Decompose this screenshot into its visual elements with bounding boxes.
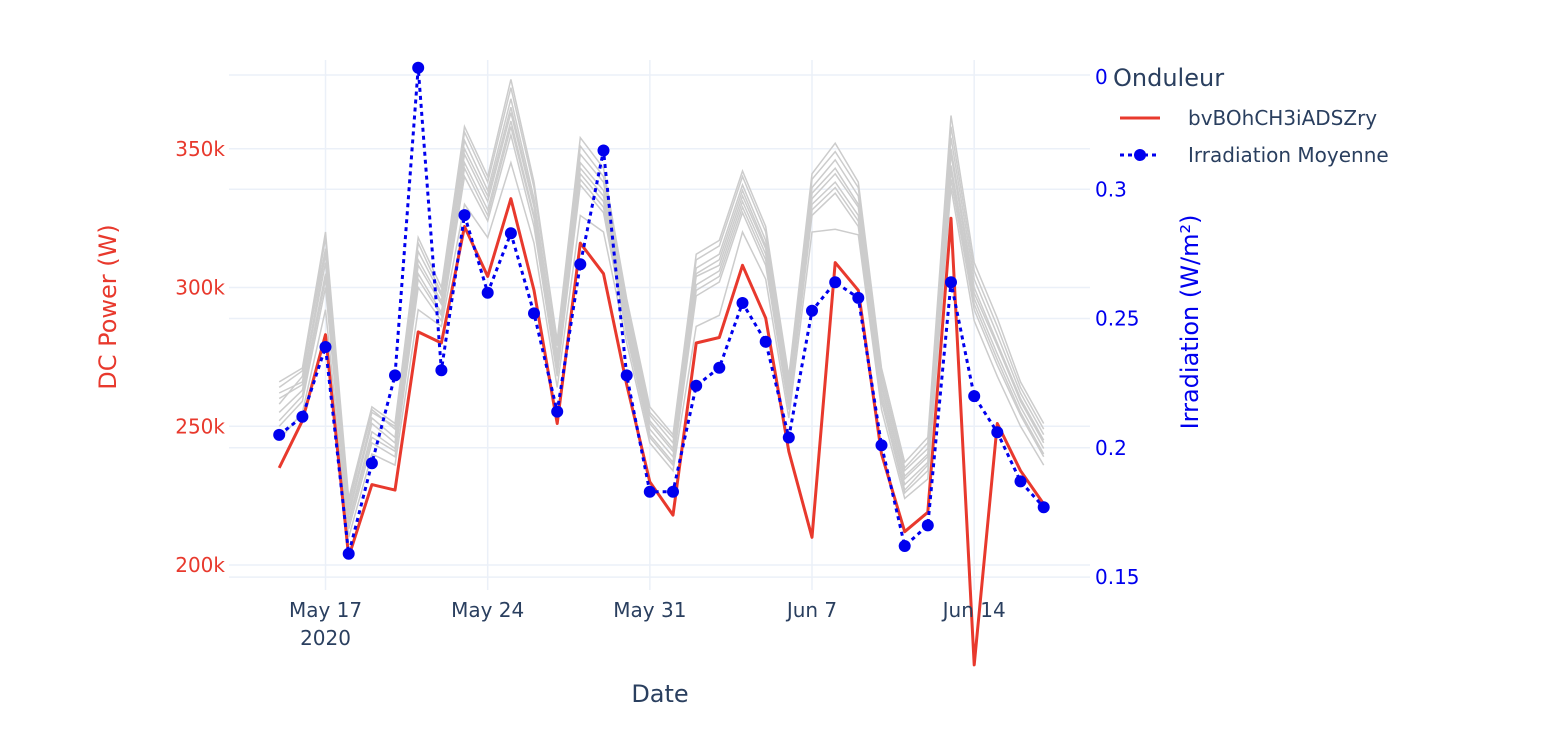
irradiation-point <box>273 428 286 441</box>
x-tick-label: May 31 <box>613 598 686 622</box>
irradiation-point <box>898 540 911 552</box>
irradiation-point <box>412 61 425 74</box>
irradiation-point <box>782 431 795 444</box>
x-tick-label: May 24 <box>451 598 524 622</box>
irradiation-point <box>389 369 401 382</box>
x-axis-title: Date <box>631 680 688 708</box>
irradiation-point <box>875 439 888 452</box>
irradiation-point <box>551 405 564 418</box>
other-inverter-line <box>278 160 1045 538</box>
irradiation-point <box>458 209 471 222</box>
other-inverter-line <box>278 98 1045 502</box>
irradiation-point <box>736 297 749 309</box>
irradiation-point <box>296 410 309 423</box>
grid <box>229 60 1090 590</box>
irradiation-point <box>1037 501 1050 514</box>
axis-ticks: 200k 250k 300k 350k 0.15 0.2 0.25 0.3 May 17 2020… <box>175 137 1139 650</box>
right-axis-title: Irradiation (W/m²) <box>1176 215 1204 430</box>
irradiation-point <box>690 379 703 392</box>
x-tick-label: Jun 14 <box>941 598 1006 622</box>
left-tick-label: 350k <box>175 137 225 161</box>
irradiation-point <box>852 291 865 304</box>
irradiation-point <box>759 335 772 348</box>
irradiation-point <box>365 457 378 470</box>
legend-title: Onduleur <box>1113 64 1224 92</box>
irradiation-point <box>319 341 332 353</box>
legend-entry-inverter[interactable]: bvBOhCH3iADSZry <box>1188 106 1377 130</box>
irradiation-point <box>597 144 610 157</box>
left-tick-label: 250k <box>175 414 225 438</box>
irradiation-point <box>806 304 818 317</box>
irradiation-point <box>921 519 934 532</box>
inverter-series <box>277 197 1045 667</box>
irradiation-point <box>968 390 981 403</box>
irradiation-point <box>620 369 633 382</box>
other-inverter-line <box>278 79 1045 499</box>
irradiation-point <box>504 227 517 240</box>
legend: Onduleur bvBOhCH3iADSZry Irradiation Moy… <box>1113 64 1389 167</box>
left-tick-label: 300k <box>175 276 225 300</box>
irradiation-point <box>945 276 957 289</box>
other-inverter-series <box>278 79 1045 538</box>
right-tick-label: 0.25 <box>1095 307 1140 331</box>
x-tick-label: May 17 <box>289 598 362 622</box>
other-inverter-line <box>278 131 1045 530</box>
right-tick-label: 0.2 <box>1095 436 1127 460</box>
irradiation-point <box>643 485 656 498</box>
irradiation-line <box>278 67 1045 555</box>
legend-marker-irradiation <box>1134 149 1146 161</box>
irradiation-point <box>667 485 679 498</box>
irradiation-point <box>528 307 540 320</box>
irradiation-point <box>1014 475 1027 488</box>
other-inverter-line <box>278 112 1045 516</box>
irradiation-point <box>991 426 1004 439</box>
left-axis-title: DC Power (W) <box>94 224 122 390</box>
irradiation-point <box>481 286 494 299</box>
right-tick-label: 0.3 <box>1095 177 1127 201</box>
right-axis-top-label: 0 <box>1095 65 1108 89</box>
inverter-line <box>277 197 1045 667</box>
irradiation-series <box>273 61 1050 560</box>
irradiation-point <box>574 258 587 271</box>
left-tick-label: 200k <box>175 553 225 577</box>
irradiation-point <box>713 361 726 374</box>
x-tick-sublabel: 2020 <box>300 626 351 650</box>
x-tick-label: Jun 7 <box>785 598 837 622</box>
irradiation-point <box>342 547 355 560</box>
irradiation-point <box>829 276 842 289</box>
legend-entry-irradiation[interactable]: Irradiation Moyenne <box>1188 143 1389 167</box>
irradiation-point <box>435 364 448 377</box>
right-tick-label: 0.15 <box>1095 565 1140 589</box>
other-inverter-line <box>278 126 1045 524</box>
